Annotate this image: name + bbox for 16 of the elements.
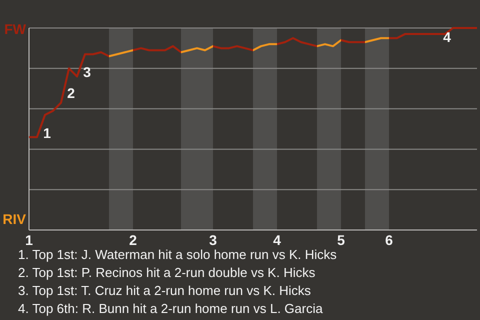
text: 2. Top 1st: P. Recinos hit a 2-run double vs K. Hicks	[18, 265, 316, 280]
x-tick-label: 1	[25, 232, 34, 248]
x-tick-label: 4	[273, 232, 282, 248]
annotation: 2	[67, 84, 76, 101]
text: FW	[4, 21, 27, 37]
annotation: 4	[443, 28, 452, 45]
text: 4. Top 6th: R. Bunn hit a 2-run home run vs L. Garcia	[18, 301, 324, 316]
x-tick-label: 2	[129, 232, 138, 248]
text: RIV	[2, 211, 27, 227]
text: 3. Top 1st: T. Cruz hit a 2-run home run vs K. Hicks	[18, 283, 312, 298]
x-tick-label: 5	[337, 232, 346, 248]
x-tick-label: 6	[385, 232, 394, 248]
text: 1. Top 1st: J. Waterman hit a solo home run vs K. Hicks	[18, 247, 338, 262]
x-tick-label: 3	[209, 232, 218, 248]
annotation: 1	[43, 124, 52, 141]
annotation: 3	[83, 64, 92, 80]
